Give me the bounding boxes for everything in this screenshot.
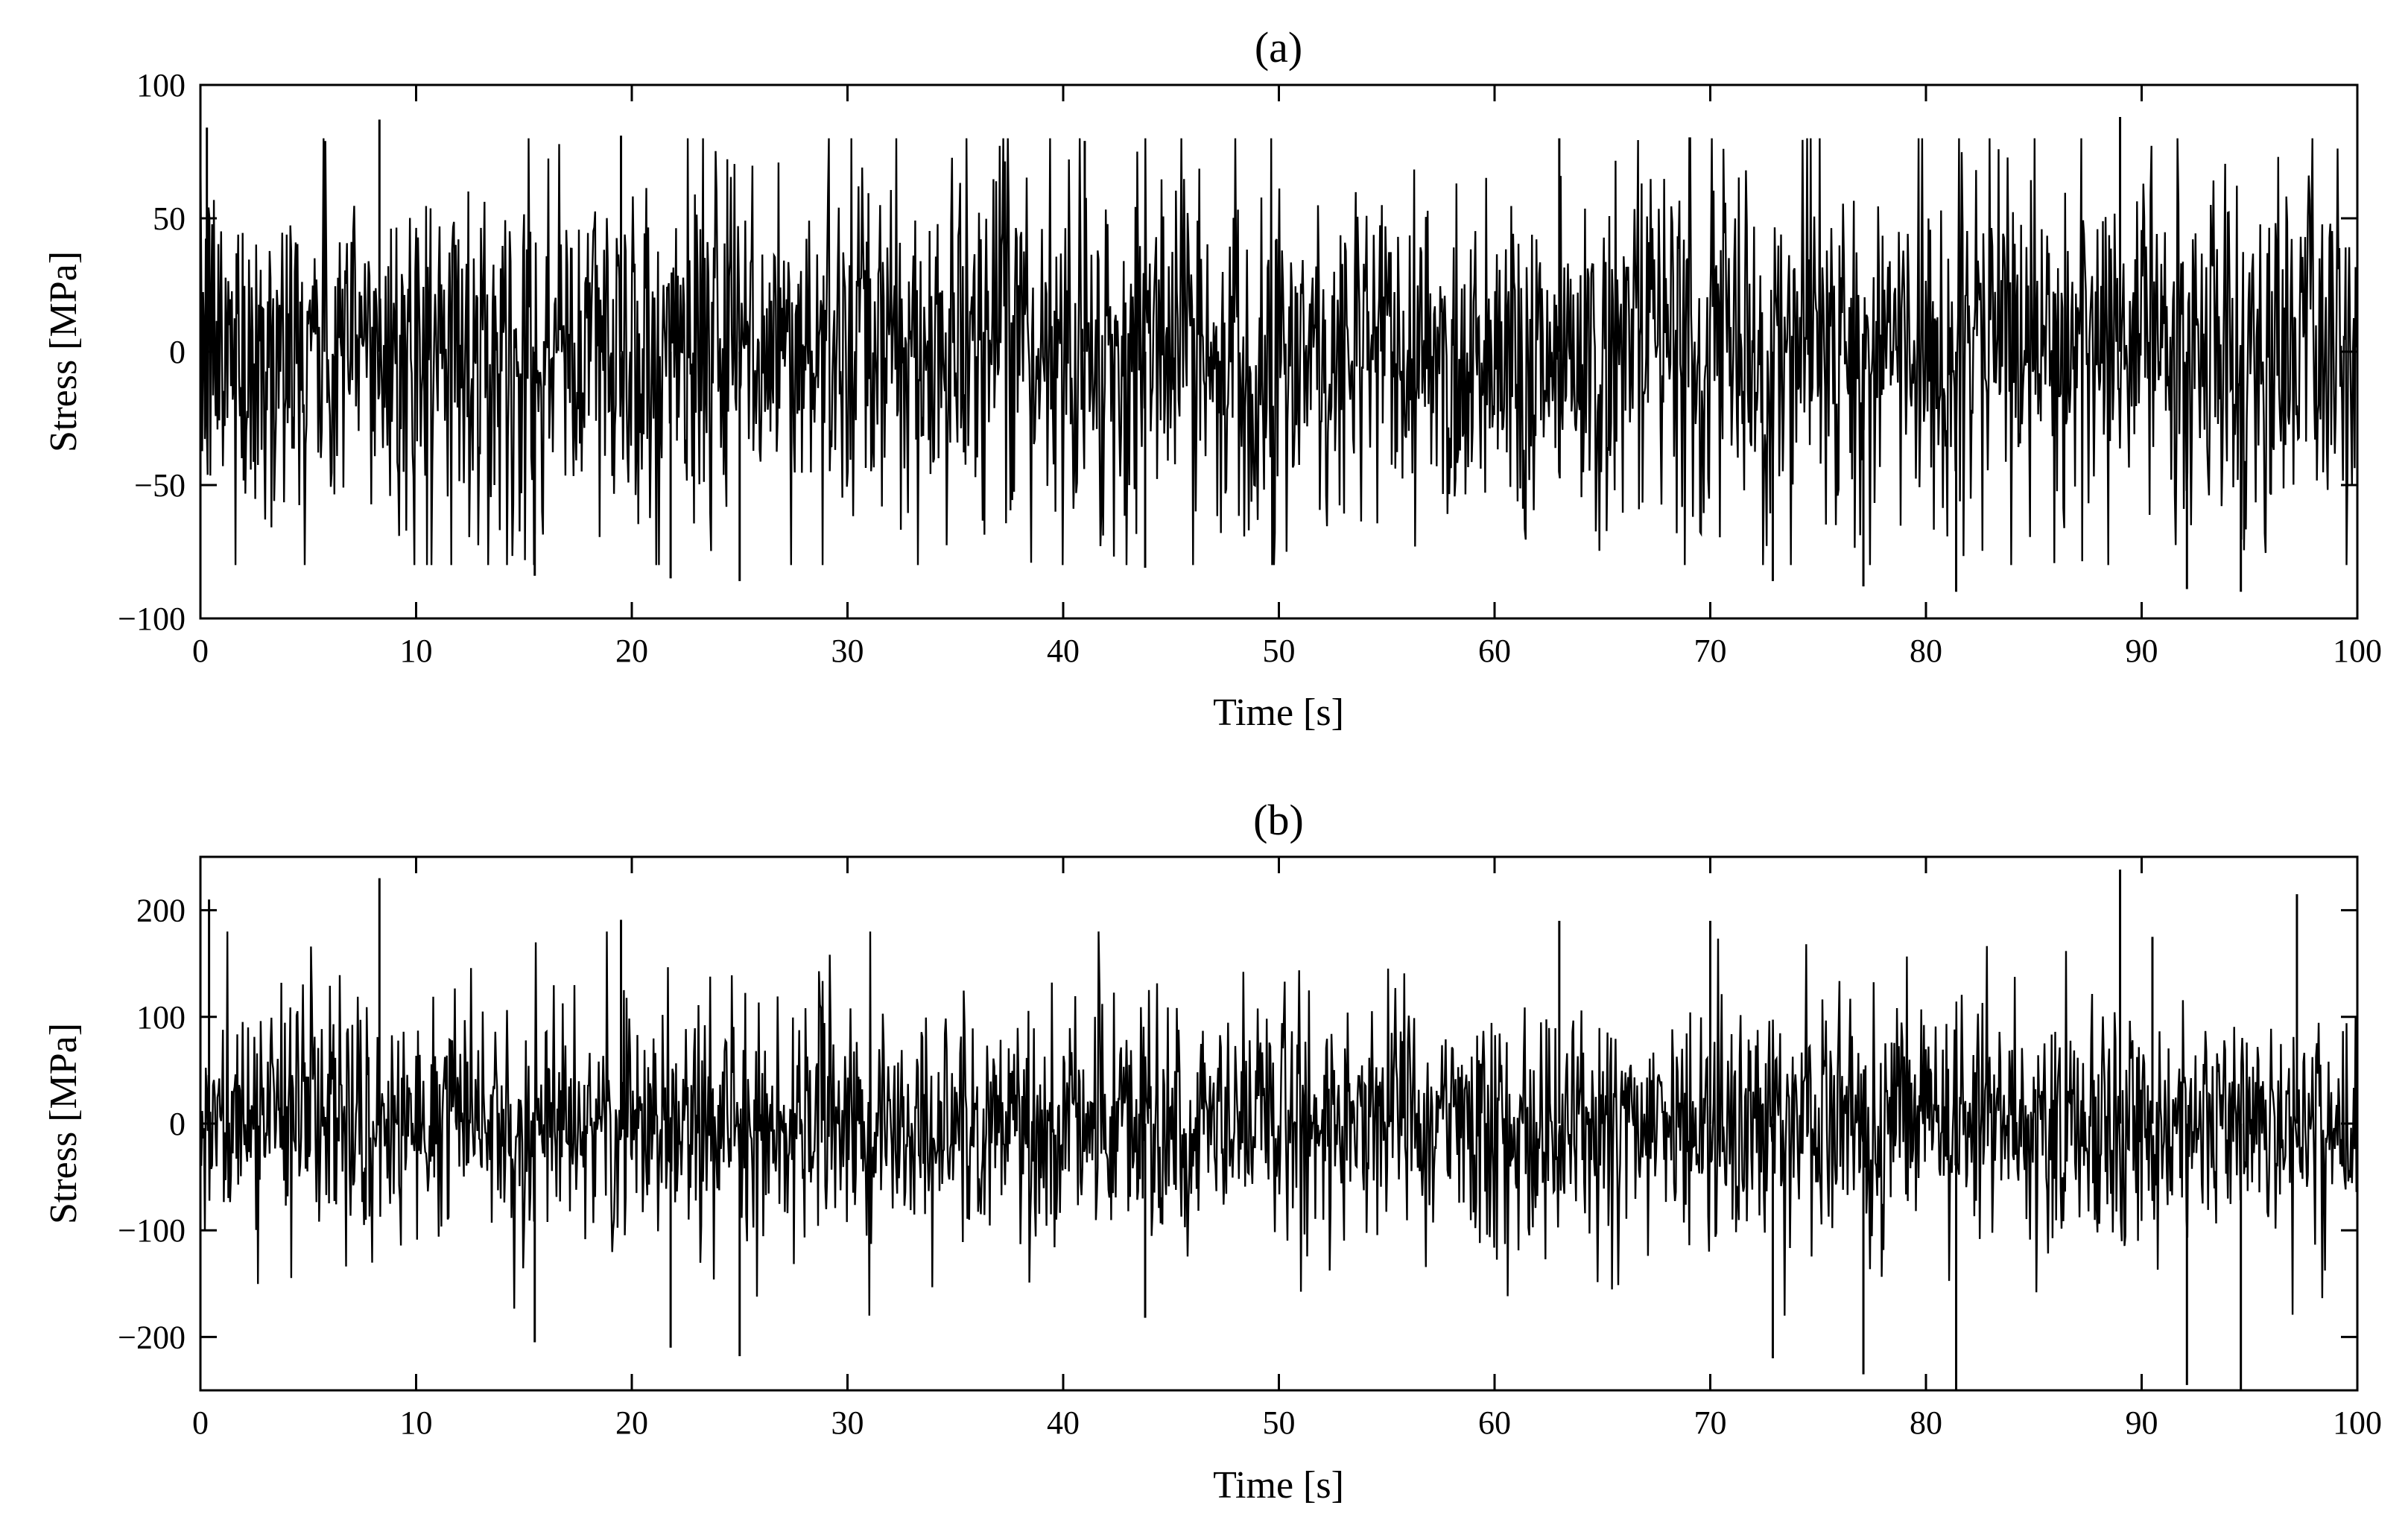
- panel-b-x-tick-label-9: 90: [2126, 1404, 2158, 1441]
- panel-b-x-tick-label-7: 70: [1694, 1404, 1727, 1441]
- panel-a-x-tick-label-1: 10: [400, 633, 433, 669]
- panel-b-x-ticks: 0 10 20 30 40 50 60 70 80 90 100: [192, 857, 2382, 1441]
- panel-b-x-tick-label-2: 20: [615, 1404, 648, 1441]
- panel-b-x-tick-label-5: 50: [1263, 1404, 1296, 1441]
- panel-b-signal-line: [200, 931, 2357, 1316]
- panel-b-x-tick-label-3: 30: [831, 1404, 864, 1441]
- panel-a-y-tick-label-4: 100: [136, 67, 186, 104]
- panel-a-y-tick-label-0: −100: [118, 601, 186, 637]
- panel-a-title: (a): [1255, 23, 1302, 72]
- panel-b-ylabel: Stress [MPa]: [42, 1023, 85, 1224]
- panel-a-xlabel: Time [s]: [1213, 691, 1344, 734]
- panel-a-x-tick-label-0: 0: [192, 633, 209, 669]
- panel-b-y-tick-label-3: 100: [136, 999, 186, 1036]
- panel-a-x-tick-label-8: 80: [1910, 633, 1942, 669]
- panel-a-x-tick-label-10: 100: [2333, 633, 2382, 669]
- panel-a-ylabel: Stress [MPa]: [42, 251, 85, 452]
- panel-b: (b) Stress [MPa] Time [s] 0 10 20 30 40 50 60 7…: [42, 796, 2382, 1507]
- panel-b-x-tick-label-10: 100: [2333, 1404, 2382, 1441]
- panel-b-title: (b): [1253, 796, 1304, 844]
- panel-a-signal-line: [200, 137, 2357, 566]
- panel-a-y-ticks: −100 −50 0 50 100: [118, 67, 2357, 637]
- panel-b-y-tick-label-1: −100: [118, 1212, 186, 1249]
- panel-a-x-ticks: 0 10 20 30 40 50 60 70 80 90 100: [192, 85, 2382, 669]
- panel-a-x-tick-label-4: 40: [1047, 633, 1080, 669]
- panel-b-signal-layer: [200, 870, 2357, 1390]
- panel-a-x-tick-label-6: 60: [1478, 633, 1511, 669]
- panel-a-y-tick-label-1: −50: [134, 467, 186, 504]
- panel-a-y-tick-label-2: 0: [169, 334, 186, 370]
- panel-b-xlabel: Time [s]: [1213, 1464, 1344, 1507]
- panel-b-x-tick-label-0: 0: [192, 1404, 209, 1441]
- panel-b-x-tick-label-4: 40: [1047, 1404, 1080, 1441]
- panel-a: (a) Stress [MPa] Time [s] 0 10 20 30 40 50 60 7…: [42, 23, 2382, 734]
- panel-b-y-ticks: −200 −100 0 100 200: [118, 893, 2357, 1355]
- panel-b-y-tick-label-2: 0: [169, 1106, 186, 1142]
- panel-a-x-tick-label-7: 70: [1694, 633, 1727, 669]
- panel-a-x-tick-label-2: 20: [615, 633, 648, 669]
- panel-a-x-tick-label-9: 90: [2126, 633, 2158, 669]
- panel-b-x-tick-label-6: 60: [1478, 1404, 1511, 1441]
- panel-b-y-tick-label-0: −200: [118, 1319, 186, 1355]
- panel-b-x-tick-label-8: 80: [1910, 1404, 1942, 1441]
- panel-a-x-tick-label-5: 50: [1263, 633, 1296, 669]
- panel-a-y-tick-label-3: 50: [153, 200, 186, 237]
- panel-a-signal-layer: [200, 116, 2357, 592]
- panel-b-x-tick-label-1: 10: [400, 1404, 433, 1441]
- panel-a-x-tick-label-3: 30: [831, 633, 864, 669]
- panel-b-y-tick-label-4: 200: [136, 893, 186, 929]
